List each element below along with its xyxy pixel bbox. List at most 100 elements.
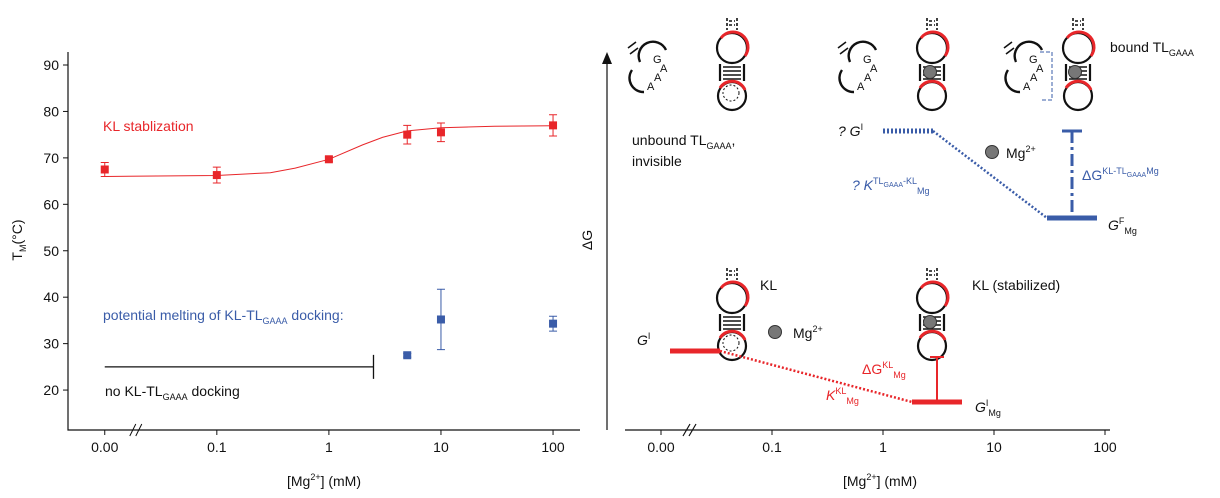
label-part: [Mg bbox=[843, 473, 866, 489]
label-part: docking bbox=[188, 383, 240, 399]
x-tick-label: 1 bbox=[325, 439, 333, 455]
label-part: KL bbox=[882, 360, 893, 370]
label: bound TLGAAA bbox=[1110, 39, 1194, 58]
loop-letter: A bbox=[1030, 72, 1038, 84]
label-part: 2+ bbox=[1025, 144, 1035, 154]
annotation: KL stablization bbox=[103, 118, 194, 134]
x-axis-label: [Mg2+] (mM) bbox=[843, 472, 917, 489]
label-part: GAAA bbox=[1169, 48, 1194, 58]
arrow-head bbox=[602, 52, 612, 64]
x-tick-label: 100 bbox=[541, 439, 565, 455]
point bbox=[403, 130, 412, 139]
x-tick-label: 0.1 bbox=[207, 439, 227, 455]
label-part: G bbox=[1108, 217, 1119, 233]
label-part: I bbox=[861, 122, 864, 132]
x-tick-label: 100 bbox=[1093, 439, 1117, 455]
mg-ion bbox=[923, 65, 937, 79]
loop-letter: A bbox=[870, 63, 878, 75]
loop-letter: A bbox=[857, 81, 865, 93]
mg-ion bbox=[768, 325, 782, 339]
loop-letter: A bbox=[647, 81, 655, 93]
label-part: ] (mM) bbox=[321, 473, 361, 489]
label-part: ] (mM) bbox=[877, 473, 917, 489]
label: KL bbox=[760, 277, 777, 293]
mg-ion bbox=[1068, 65, 1082, 79]
point bbox=[436, 315, 445, 324]
point bbox=[100, 165, 109, 174]
y-tick-label: 80 bbox=[43, 103, 59, 119]
label-part: GAAA bbox=[163, 392, 188, 402]
mg-ion bbox=[923, 315, 937, 329]
x-axis-label: [Mg2+] (mM) bbox=[287, 472, 361, 489]
label-part: GAAA bbox=[1127, 172, 1147, 179]
label-part: ΔG bbox=[1082, 167, 1102, 183]
label-part: Mg bbox=[1146, 166, 1159, 176]
label-part: G bbox=[975, 399, 986, 415]
label-part: T bbox=[9, 252, 25, 261]
point bbox=[549, 121, 558, 130]
kl-icon bbox=[917, 18, 948, 110]
label: Mg2+ bbox=[1006, 144, 1036, 161]
label-part: bound TL bbox=[1110, 39, 1169, 55]
mg-ion bbox=[985, 145, 999, 159]
label-part: (°C) bbox=[9, 219, 25, 244]
dock-box bbox=[1040, 51, 1053, 101]
y-axis-label: ΔG bbox=[579, 230, 595, 250]
left-chart: TM(°C) [Mg2+] (mM) KL stablization poten… bbox=[9, 52, 580, 489]
label-part: 2+ bbox=[812, 324, 822, 334]
label: GFMg bbox=[1108, 216, 1137, 236]
label-part: [Mg bbox=[287, 473, 310, 489]
label: KKLMg bbox=[826, 386, 859, 406]
x-tick-label: 10 bbox=[433, 439, 449, 455]
label-part: K bbox=[826, 387, 836, 403]
point bbox=[549, 319, 558, 328]
delta-bar bbox=[930, 356, 944, 402]
y-tick-label: 60 bbox=[43, 196, 59, 212]
label: KL (stabilized) bbox=[972, 277, 1060, 293]
y-tick-label: 50 bbox=[43, 243, 59, 259]
label-part: F bbox=[1119, 216, 1125, 226]
loop-hint bbox=[722, 84, 740, 102]
label: ΔGKLMg bbox=[862, 360, 906, 380]
loop-letter: A bbox=[660, 63, 668, 75]
kl-icon bbox=[917, 268, 948, 360]
label-part: ? K bbox=[852, 177, 874, 193]
label-part: M bbox=[18, 244, 28, 252]
kl-icon bbox=[1063, 18, 1094, 110]
label: Mg2+ bbox=[793, 324, 823, 341]
label-part: I bbox=[648, 331, 651, 341]
label: unbound TLGAAA, bbox=[632, 132, 735, 151]
loop-letter: G bbox=[863, 54, 872, 66]
y-tick-label: 20 bbox=[43, 382, 59, 398]
label-part: Mg bbox=[1006, 145, 1025, 161]
loop-letter: A bbox=[1023, 81, 1031, 93]
label-part: Mg bbox=[917, 186, 930, 196]
label-part: ΔG bbox=[862, 361, 882, 377]
axis-break bbox=[682, 423, 697, 437]
label-part: no KL-TL bbox=[105, 383, 163, 399]
label-part: , bbox=[732, 132, 736, 148]
label-part: KL-TL bbox=[1102, 166, 1127, 176]
label-part: 2+ bbox=[310, 472, 320, 482]
loop-letter: A bbox=[864, 72, 872, 84]
label-part: potential melting of KL-TL bbox=[103, 307, 263, 323]
y-tick-label: 30 bbox=[43, 336, 59, 352]
x-tick-label: 0.1 bbox=[762, 439, 782, 455]
annotation: no KL-TLGAAA docking bbox=[105, 383, 240, 402]
loop-letter: G bbox=[653, 54, 662, 66]
x-tick-label: 0.00 bbox=[91, 439, 118, 455]
label-part: GAAA bbox=[263, 316, 288, 326]
x-tick-label: 1 bbox=[879, 439, 887, 455]
label: GI bbox=[637, 331, 650, 348]
label-part: G bbox=[637, 332, 648, 348]
y-tick-label: 90 bbox=[43, 57, 59, 73]
label: GIMg bbox=[975, 398, 1001, 418]
label-part: Mg bbox=[846, 396, 859, 406]
label-part: 2+ bbox=[866, 472, 876, 482]
label-part: Mg bbox=[988, 408, 1001, 418]
loop-letter: A bbox=[654, 72, 662, 84]
label-part: I bbox=[986, 398, 989, 408]
label-part: TL bbox=[873, 176, 884, 186]
